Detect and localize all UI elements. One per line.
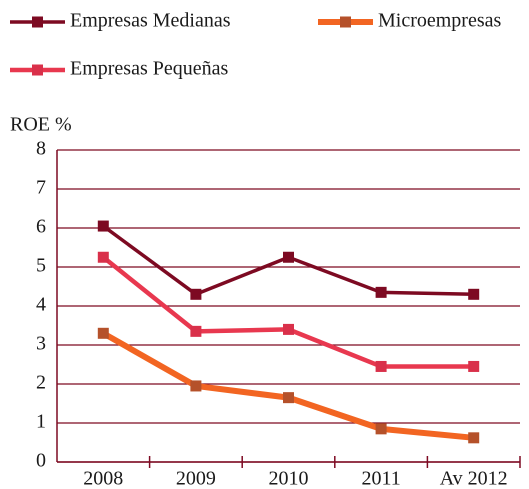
data-point (97, 251, 109, 263)
data-point (375, 286, 387, 298)
series-line (101, 330, 474, 441)
data-point (190, 288, 202, 300)
legend-label: Empresas Medianas (70, 10, 231, 32)
data-point (190, 380, 202, 392)
data-point (283, 392, 294, 404)
legend-marker (340, 16, 351, 28)
data-point (375, 360, 387, 372)
data-point (375, 423, 387, 435)
y-tick-label: 8 (36, 138, 46, 160)
data-point (283, 251, 294, 263)
data-point (468, 432, 480, 444)
x-tick-label: 2009 (176, 468, 216, 489)
data-point (468, 288, 480, 300)
data-point (468, 360, 480, 372)
legend-marker (32, 64, 43, 76)
data-point (190, 325, 202, 337)
y-tick-label: 7 (36, 177, 46, 199)
y-tick-label: 1 (36, 411, 46, 433)
data-point (97, 220, 109, 232)
legend-marker (32, 16, 43, 28)
x-tick-label: 2010 (269, 468, 309, 489)
y-tick-label: 6 (36, 216, 46, 238)
y-tick-label: 4 (36, 294, 46, 316)
y-tick-label: 0 (36, 450, 46, 472)
series-line (101, 255, 474, 369)
y-tick-label: 2 (36, 372, 46, 394)
y-tick-label: 5 (36, 255, 46, 277)
y-tick-label: 3 (36, 333, 46, 355)
data-point (97, 327, 109, 339)
x-tick-label: 2011 (361, 468, 400, 489)
y-axis-label: ROE % (10, 114, 72, 136)
legend-label: Empresas Pequeñas (70, 58, 229, 80)
x-tick-label: 2008 (83, 468, 123, 489)
x-tick-label: Av 2012 (440, 468, 508, 489)
legend-label: Microempresas (378, 10, 502, 32)
data-point (283, 323, 294, 335)
